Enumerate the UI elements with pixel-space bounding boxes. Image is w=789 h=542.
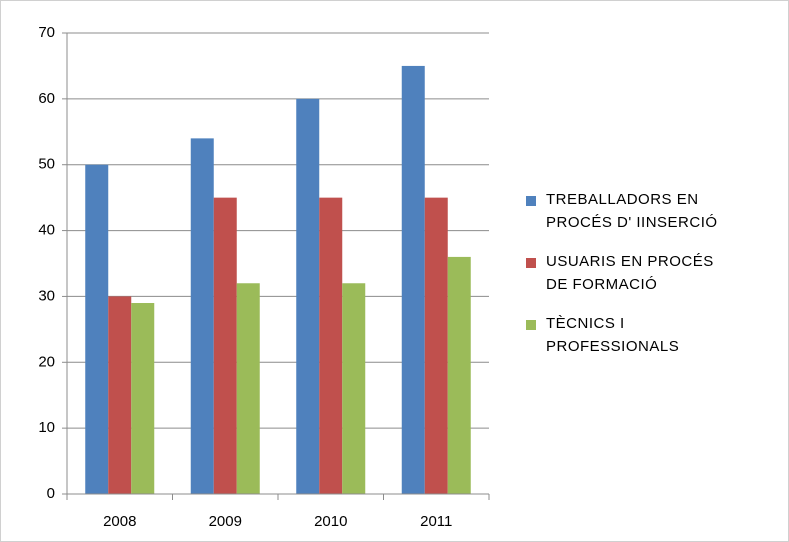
- bar: [108, 296, 132, 494]
- bar: [236, 283, 260, 494]
- bar: [213, 197, 237, 494]
- y-tick-label: 0: [47, 485, 55, 502]
- y-tick-label: 40: [38, 222, 55, 239]
- bar: [85, 164, 109, 494]
- legend-label: USUARIS EN PROCÉS DE FORMACIÓ: [546, 253, 714, 293]
- y-tick-label: 60: [38, 90, 55, 107]
- legend-label: TÈCNICS I PROFESSIONALS: [546, 315, 680, 355]
- bar: [342, 283, 366, 494]
- y-tick-label: 30: [38, 287, 55, 304]
- bar: [319, 197, 343, 494]
- x-tick-label: 2011: [420, 513, 452, 530]
- x-tick-label: 2009: [209, 513, 242, 530]
- y-tick-label: 70: [38, 24, 55, 41]
- legend-swatch: [526, 258, 536, 268]
- legend: TREBALLADORS EN PROCÉS D' IINSERCIÓ USUAR…: [526, 188, 726, 374]
- legend-swatch: [526, 196, 536, 206]
- y-tick-label: 50: [38, 156, 55, 173]
- bar: [190, 138, 214, 494]
- x-tick-label: 2010: [314, 513, 347, 530]
- legend-entry: TÈCNICS I PROFESSIONALS: [526, 312, 726, 358]
- legend-label: TREBALLADORS EN PROCÉS D' IINSERCIÓ: [546, 191, 718, 231]
- x-tick-label: 2008: [103, 513, 136, 530]
- bar: [447, 256, 471, 494]
- bar: [401, 65, 425, 494]
- legend-entry: TREBALLADORS EN PROCÉS D' IINSERCIÓ: [526, 188, 726, 234]
- legend-swatch: [526, 320, 536, 330]
- y-tick-label: 20: [38, 353, 55, 370]
- bar: [424, 197, 448, 494]
- y-tick-label: 10: [38, 419, 55, 436]
- legend-entry: USUARIS EN PROCÉS DE FORMACIÓ: [526, 250, 726, 296]
- bar: [131, 303, 155, 494]
- bar: [296, 98, 320, 494]
